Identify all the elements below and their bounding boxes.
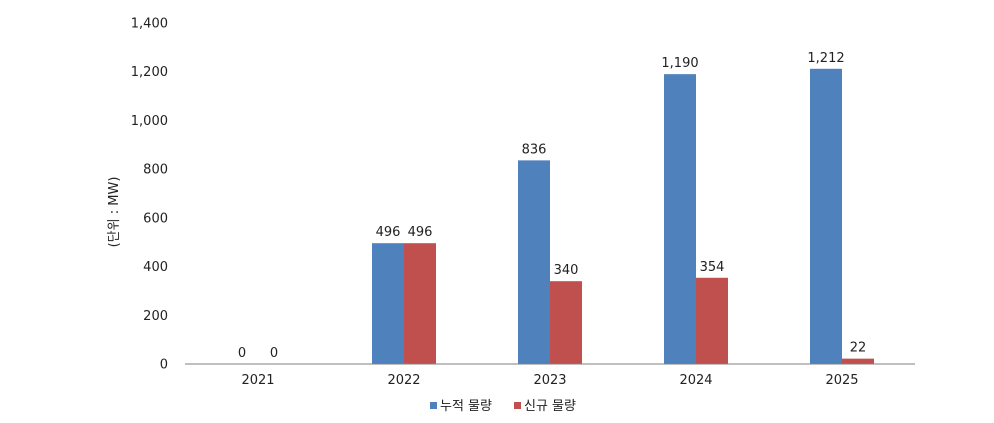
bar-cumulative-2022	[372, 243, 404, 364]
data-label-cumulative-2021: 0	[238, 346, 246, 361]
bar-cumulative-2023	[518, 160, 550, 364]
data-label-cumulative-2024: 1,190	[661, 56, 698, 71]
x-tick-label: 2025	[825, 373, 858, 388]
y-tick-label: 1,000	[131, 114, 168, 129]
y-tick-label: 200	[143, 309, 168, 324]
bar-new-2024	[696, 277, 728, 364]
legend: 누적 물량 신규 물량	[430, 399, 576, 414]
data-label-new-2024: 354	[700, 260, 725, 275]
y-tick-label: 600	[143, 211, 168, 226]
legend-label-new: 신규 물량	[524, 399, 576, 414]
x-tick-label: 2024	[679, 373, 712, 388]
y-tick-label: 1,200	[131, 65, 168, 80]
x-tick-label: 2023	[533, 373, 566, 388]
y-tick-label: 400	[143, 260, 168, 275]
data-label-new-2025: 22	[850, 341, 867, 356]
y-tick-label: 0	[160, 358, 168, 373]
y-axis-tick-labels: 0 200 400 600 800 1,000 1,200 1,400	[131, 17, 168, 373]
data-label-new-2022: 496	[408, 225, 433, 240]
legend-swatch-cumulative	[430, 402, 437, 409]
x-tick-label: 2021	[241, 373, 274, 388]
data-label-new-2023: 340	[554, 263, 579, 278]
data-label-cumulative-2025: 1,212	[807, 51, 844, 66]
x-tick-label: 2022	[387, 373, 420, 388]
data-label-cumulative-2022: 496	[376, 225, 401, 240]
y-tick-label: 800	[143, 163, 168, 178]
legend-label-cumulative: 누적 물량	[440, 399, 492, 414]
bar-cumulative-2025	[810, 68, 842, 364]
y-tick-label: 1,400	[131, 17, 168, 32]
x-axis-tick-labels: 2021 2022 2023 2024 2025	[241, 373, 858, 388]
data-labels: 0 0 496 496 836 340 1,190 354 1,212 22	[238, 51, 866, 361]
bar-new-2023	[550, 281, 582, 364]
bars	[372, 68, 874, 365]
bar-cumulative-2024	[664, 74, 696, 365]
legend-swatch-new	[514, 402, 521, 409]
y-axis-label: (단위 : MW)	[107, 177, 122, 248]
bar-new-2022	[404, 243, 436, 364]
bar-new-2025	[842, 358, 874, 364]
data-label-new-2021: 0	[270, 346, 278, 361]
data-label-cumulative-2023: 836	[522, 142, 547, 157]
